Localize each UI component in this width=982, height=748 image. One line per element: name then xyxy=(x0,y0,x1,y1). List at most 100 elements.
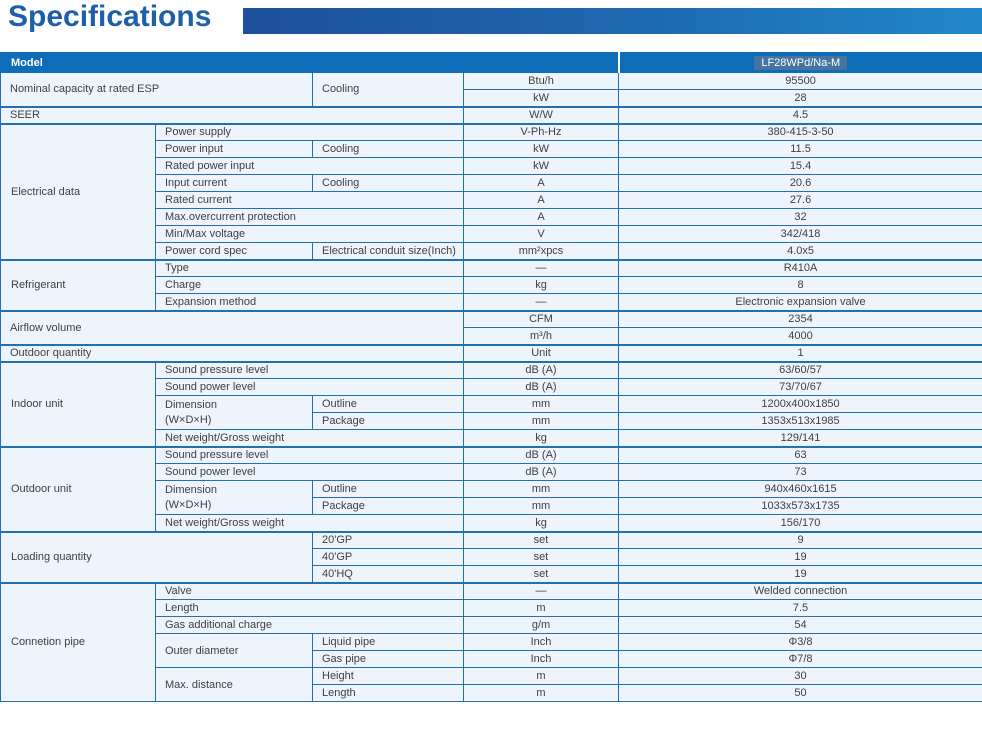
label-cell: Outdoor quantity xyxy=(0,343,464,362)
value-cell: 54 xyxy=(618,616,982,634)
value-cell: 342/418 xyxy=(618,225,982,243)
unit-cell: Inch xyxy=(462,633,620,651)
table-row: Connetion pipe Valve — Welded connection xyxy=(0,581,982,702)
value-cell: 63/60/57 xyxy=(618,360,982,379)
sub-label-cell: Outline xyxy=(312,395,464,413)
unit-cell: m xyxy=(462,667,620,685)
table-row: Charge kg 8 xyxy=(1,276,982,294)
unit-cell: V-Ph-Hz xyxy=(462,122,620,141)
table-row: Electrical data Power supply V-Ph-Hz 380… xyxy=(0,122,982,260)
unit-cell: kW xyxy=(462,157,620,175)
value-cell: 20.6 xyxy=(618,174,982,192)
table-row: Max. distance Height m 30 xyxy=(1,667,982,702)
unit-cell: A xyxy=(462,208,620,226)
sub-label-cell: Height xyxy=(312,667,464,685)
value-cell: 380-415-3-50 xyxy=(618,122,982,141)
unit-cell: g/m xyxy=(462,616,620,634)
label-cell: Max. distance xyxy=(155,667,313,702)
value-cell: 9 xyxy=(618,530,982,549)
table-row: Outdoor unit Sound pressure level dB (A)… xyxy=(0,445,982,532)
value-cell: 8 xyxy=(618,276,982,294)
unit-cell: mm xyxy=(462,480,620,498)
model-header-cell: Model xyxy=(0,52,620,73)
sub-label-cell: Package xyxy=(312,497,464,515)
table-row: SEER W/W 4.5 xyxy=(0,105,982,124)
section-cell: Electrical data xyxy=(0,122,156,260)
table-row: Min/Max voltage V 342/418 xyxy=(1,225,982,243)
label-cell: Dimension (W×D×H) xyxy=(155,395,313,430)
label-cell: Nominal capacity at rated ESP xyxy=(0,72,313,107)
label-cell: SEER xyxy=(0,105,464,124)
value-cell: 129/141 xyxy=(618,429,982,447)
table-row: Power input Cooling kW 11.5 xyxy=(1,140,982,158)
label-cell: Sound pressure level xyxy=(155,360,464,379)
model-badge: LF28WPd/Na-M xyxy=(754,55,848,70)
value-cell: Φ3/8 xyxy=(618,633,982,651)
sub-label-cell: 40'GP xyxy=(312,548,464,566)
table-row: Net weight/Gross weight kg 156/170 xyxy=(1,514,982,532)
unit-cell: Btu/h xyxy=(462,72,620,90)
unit-cell: set xyxy=(462,548,620,566)
unit-cell: dB (A) xyxy=(462,360,620,379)
table-row: kW 28 xyxy=(1,89,982,107)
unit-cell: A xyxy=(462,191,620,209)
unit-cell: mm xyxy=(462,395,620,413)
label-cell: Sound power level xyxy=(155,463,464,481)
unit-cell: set xyxy=(462,530,620,549)
label-cell: Power input xyxy=(155,140,313,158)
sub-label-cell: Package xyxy=(312,412,464,430)
value-cell: 50 xyxy=(618,684,982,702)
table-row: Dimension (W×D×H) Outline mm 1200x400x185… xyxy=(1,395,982,430)
label-cell: Dimension (W×D×H) xyxy=(155,480,313,515)
unit-cell: — xyxy=(462,258,620,277)
label-cell: Net weight/Gross weight xyxy=(155,514,464,532)
unit-cell: Inch xyxy=(462,650,620,668)
label-cell: Power cord spec xyxy=(155,242,313,260)
label-cell: Power supply xyxy=(155,122,464,141)
value-cell: Electronic expansion valve xyxy=(618,293,982,311)
label-line1: Dimension xyxy=(165,399,217,412)
label-cell: Min/Max voltage xyxy=(155,225,464,243)
section-cell: Refrigerant xyxy=(0,258,156,311)
value-cell: 19 xyxy=(618,548,982,566)
spec-table: Model LF28WPd/Na-M Nominal capacity at r… xyxy=(0,52,982,702)
value-cell: 28 xyxy=(618,89,982,107)
label-cell: Length xyxy=(155,599,464,617)
table-row: Indoor unit Sound pressure level dB (A) … xyxy=(0,360,982,447)
label-cell: Airflow volume xyxy=(0,309,464,345)
unit-cell: kg xyxy=(462,429,620,447)
unit-cell: V xyxy=(462,225,620,243)
value-cell: 7.5 xyxy=(618,599,982,617)
value-cell: 4.0x5 xyxy=(618,242,982,260)
table-row: Outer diameter Liquid pipe Inch Φ3/8 xyxy=(1,633,982,668)
unit-cell: kW xyxy=(462,140,620,158)
value-cell: 1353x513x1985 xyxy=(618,412,982,430)
label-cell: Rated power input xyxy=(155,157,464,175)
table-row: Nominal capacity at rated ESP Cooling Bt… xyxy=(0,72,982,107)
label-cell: Net weight/Gross weight xyxy=(155,429,464,447)
unit-cell: m xyxy=(462,599,620,617)
label-line2: (W×D×H) xyxy=(165,498,212,511)
section-cell: Indoor unit xyxy=(0,360,156,447)
section-cell: Connetion pipe xyxy=(0,581,156,702)
label-line2: (W×D×H) xyxy=(165,413,212,426)
unit-cell: mm xyxy=(462,412,620,430)
value-cell: 11.5 xyxy=(618,140,982,158)
label-cell: Valve xyxy=(155,581,464,600)
value-cell: 15.4 xyxy=(618,157,982,175)
table-header-row: Model LF28WPd/Na-M xyxy=(0,52,982,73)
label-cell: Type xyxy=(155,258,464,277)
value-cell: 73 xyxy=(618,463,982,481)
sub-label-cell: Gas pipe xyxy=(312,650,464,668)
table-row: Package mm 1033x573x1735 xyxy=(1,497,982,515)
unit-cell: CFM xyxy=(462,309,620,328)
value-cell: 4000 xyxy=(618,327,982,345)
sub-label-cell: Outline xyxy=(312,480,464,498)
unit-cell: W/W xyxy=(462,105,620,124)
label-cell: Rated current xyxy=(155,191,464,209)
value-cell: 19 xyxy=(618,565,982,583)
label-cell: Expansion method xyxy=(155,293,464,311)
unit-cell: kg xyxy=(462,514,620,532)
unit-cell: dB (A) xyxy=(462,463,620,481)
table-row: Outdoor quantity Unit 1 xyxy=(0,343,982,362)
